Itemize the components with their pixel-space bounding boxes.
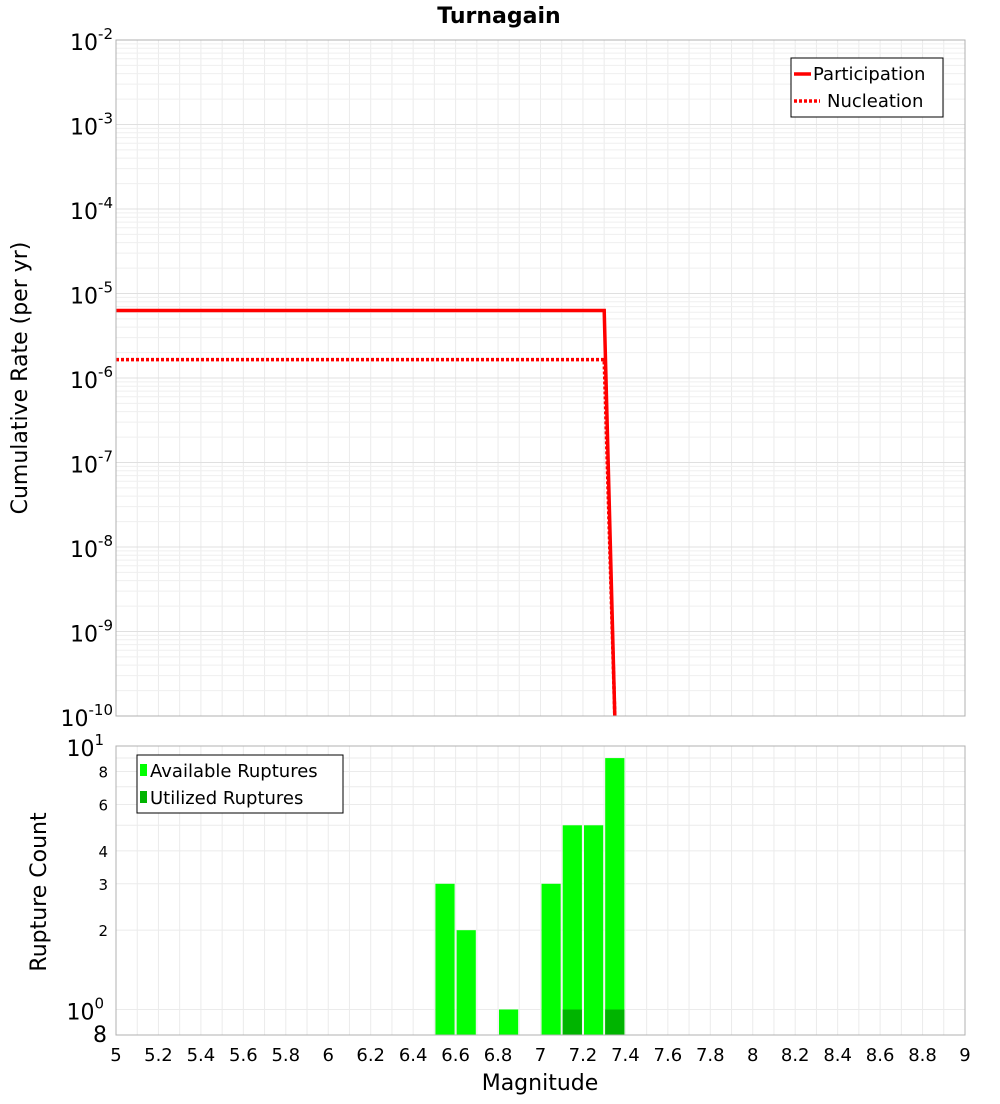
rate-plot-y-ticks: 10-2 10-3 10-4 10-5 10-6 10-7 10-8 10-9 10-10 [61, 25, 114, 732]
rate-y-tick-label: 10-6 [70, 363, 113, 394]
count-plot-x-axis-label: Magnitude [482, 1071, 599, 1096]
rate-legend-box [790, 57, 944, 118]
series-line-participation [116, 308, 617, 717]
count-x-tick-label: 5.8 [271, 1045, 300, 1066]
rate-plot-y-axis-label: Cumulative Rate (per yr) [8, 242, 33, 515]
count-x-tick-label: 5.2 [144, 1045, 173, 1066]
legend-available-swatch [140, 764, 147, 776]
count-x-tick-label: 8.2 [781, 1045, 810, 1066]
rate-plot-grid [115, 40, 966, 717]
available-rupture-bar [584, 825, 604, 1035]
count-x-tick-label: 8.8 [908, 1045, 937, 1066]
rate-y-tick-label: 10-10 [61, 701, 114, 732]
rate-plot: 10-2 10-3 10-4 10-5 10-6 10-7 10-8 10-9 10-10 Cu… [8, 25, 966, 732]
series-line-nucleation [116, 357, 617, 717]
rate-y-tick-label: 10-8 [70, 532, 113, 563]
count-x-tick-label: 9 [959, 1045, 970, 1066]
count-x-tick-label: 8 [747, 1045, 758, 1066]
legend-utilized-swatch [140, 791, 147, 803]
count-y-bottom-tick-label: 8 [93, 1023, 107, 1048]
count-legend-box [136, 754, 344, 814]
count-plot-x-ticks: 5 5.2 5.4 5.6 5.8 6 6.2 6.4 6.6 6.8 7 7.2 7.4 7.6 7.8 8… [110, 1045, 970, 1066]
count-x-tick-label: 5.4 [187, 1045, 216, 1066]
count-y-minor-tick-label: 6 [98, 796, 108, 814]
count-plot-legend: Available Ruptures Utilized Ruptures [136, 754, 344, 814]
count-x-tick-label: 5 [110, 1045, 121, 1066]
available-rupture-bar [541, 883, 561, 1035]
count-x-tick-label: 5.6 [229, 1045, 258, 1066]
count-plot-y-axis-label: Rupture Count [27, 812, 52, 972]
rate-y-tick-label: 10-7 [70, 448, 113, 479]
count-plot-bars [435, 758, 625, 1035]
legend-available-label: Available Ruptures [150, 761, 318, 782]
rate-y-tick-label: 10-2 [70, 25, 113, 56]
rate-plot-series [116, 308, 617, 717]
available-rupture-bar [605, 758, 625, 1035]
count-x-tick-label: 6.4 [399, 1045, 428, 1066]
count-x-tick-label: 8.6 [866, 1045, 895, 1066]
utilized-rupture-bar [605, 1009, 625, 1035]
rate-plot-legend: Participation Nucleation [790, 57, 944, 118]
rate-y-tick-label: 10-5 [70, 279, 113, 310]
count-y-minor-tick-label: 2 [98, 922, 108, 940]
count-x-tick-label: 7.8 [696, 1045, 725, 1066]
count-y-minor-tick-label: 4 [98, 843, 108, 861]
count-x-tick-label: 7.2 [569, 1045, 598, 1066]
rate-y-tick-label: 10-4 [70, 194, 113, 225]
count-x-tick-label: 6.8 [484, 1045, 513, 1066]
legend-participation-label: Participation [813, 64, 925, 85]
available-rupture-bar [435, 883, 455, 1035]
rate-plot-frame [115, 39, 966, 717]
count-x-tick-label: 6.2 [356, 1045, 385, 1066]
count-x-tick-label: 7.4 [611, 1045, 640, 1066]
rate-y-tick-label: 10-3 [70, 110, 113, 141]
available-rupture-bar [562, 825, 582, 1035]
available-rupture-bar [456, 930, 476, 1035]
available-rupture-bar [499, 1009, 519, 1035]
count-plot-frame [115, 745, 966, 1036]
legend-utilized-label: Utilized Ruptures [150, 788, 303, 809]
rate-y-tick-label: 10-9 [70, 617, 113, 648]
count-x-tick-label: 7.6 [654, 1045, 683, 1066]
count-y-tick-label: 101 [66, 731, 104, 762]
count-y-minor-tick-label: 3 [98, 876, 108, 894]
chart-title: Turnagain [437, 4, 560, 29]
count-x-tick-label: 7 [535, 1045, 546, 1066]
legend-nucleation-label: Nucleation [827, 91, 923, 112]
utilized-rupture-bar [562, 1009, 582, 1035]
count-y-tick-label: 100 [66, 994, 104, 1025]
count-x-tick-label: 6 [323, 1045, 334, 1066]
count-x-tick-label: 8.4 [823, 1045, 852, 1066]
count-y-minor-tick-label: 8 [98, 764, 108, 782]
count-x-tick-label: 6.6 [441, 1045, 470, 1066]
